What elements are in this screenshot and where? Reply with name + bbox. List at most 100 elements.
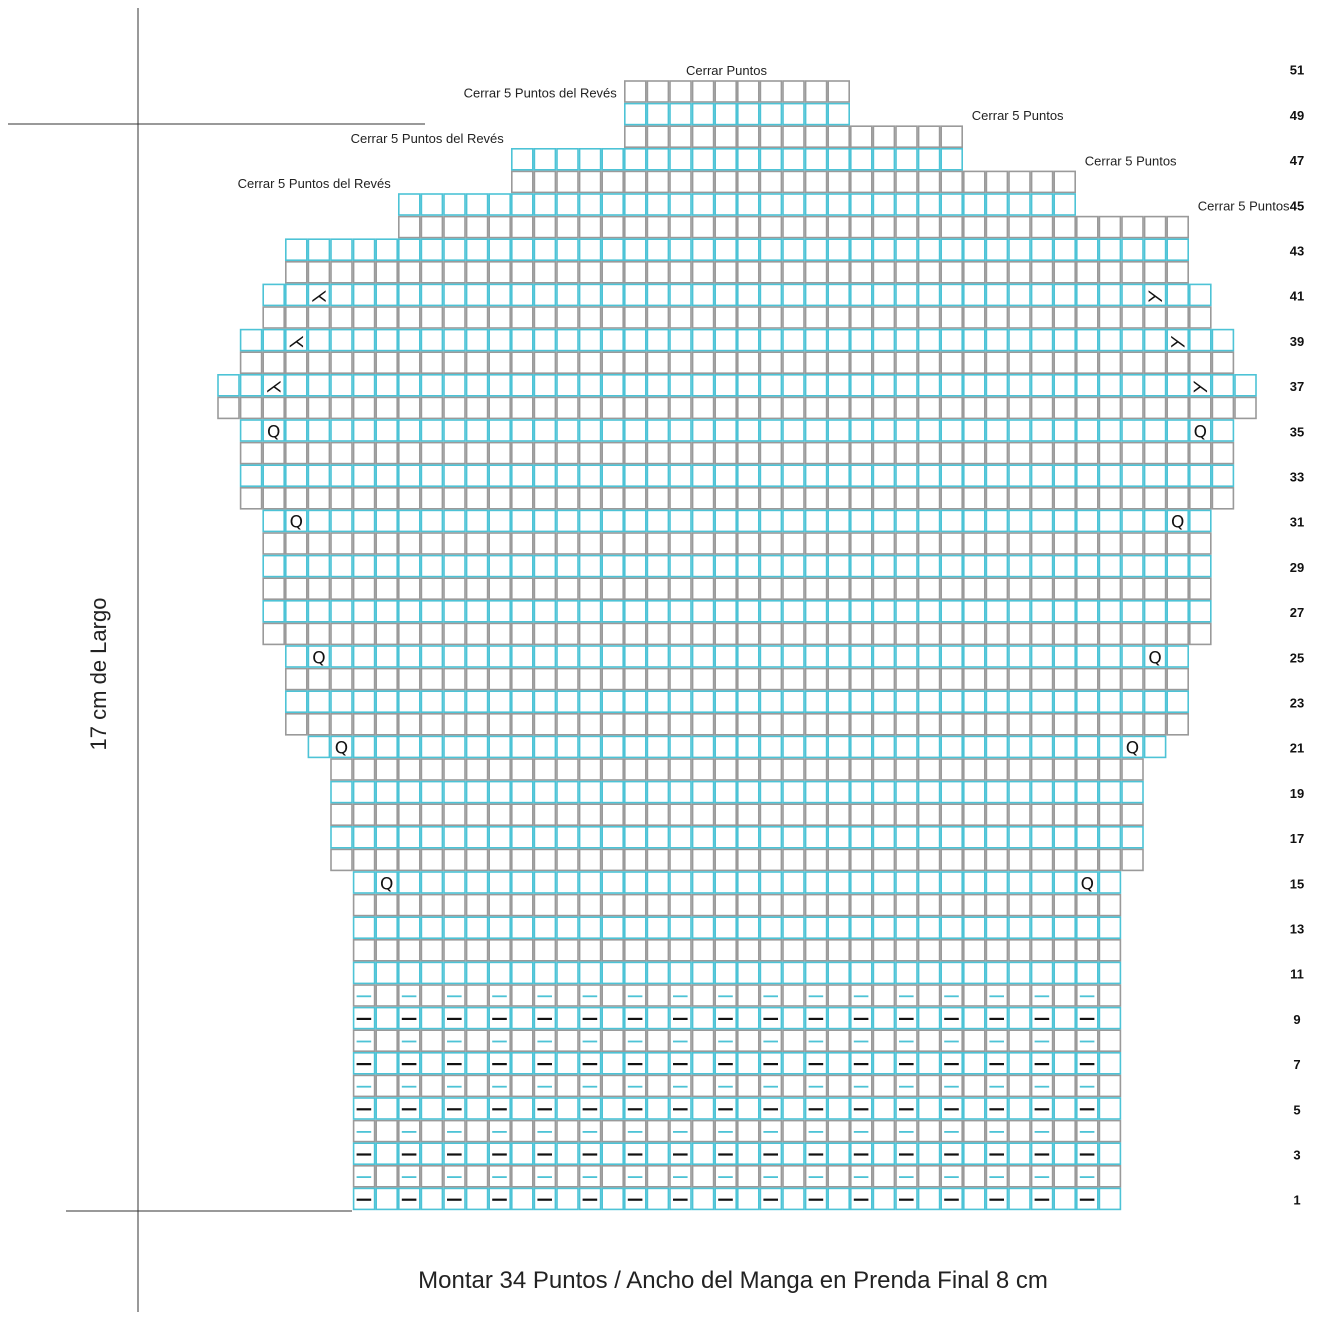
stitch-cell bbox=[578, 328, 602, 352]
stitch-cell bbox=[601, 328, 625, 352]
stitch-cell bbox=[646, 599, 670, 623]
stitch-cell bbox=[917, 1119, 941, 1143]
stitch-cell bbox=[578, 1074, 602, 1098]
stitch-cell bbox=[691, 1052, 715, 1075]
stitch-cell bbox=[985, 419, 1009, 442]
stitch-cell bbox=[533, 645, 557, 668]
stitch-cell bbox=[782, 916, 805, 940]
stitch-cell bbox=[533, 780, 557, 804]
stitch-cell bbox=[827, 328, 851, 352]
stitch-cell bbox=[284, 577, 308, 601]
stitch-cell bbox=[691, 554, 715, 578]
stitch-cell bbox=[804, 125, 828, 148]
stitch-cell bbox=[510, 599, 534, 623]
stitch-cell bbox=[962, 170, 986, 194]
stitch-cell bbox=[646, 373, 670, 397]
stitch-cell bbox=[849, 215, 873, 239]
stitch-cell bbox=[352, 1187, 376, 1211]
stitch-cell bbox=[443, 599, 466, 623]
stitch-cell bbox=[1008, 419, 1031, 442]
stitch-cell bbox=[714, 464, 738, 488]
stitch-cell bbox=[804, 690, 828, 714]
stitch-cell bbox=[533, 735, 557, 759]
stitch-cell bbox=[940, 215, 964, 239]
stitch-cell bbox=[397, 893, 421, 917]
stitch-cell bbox=[736, 260, 760, 284]
stitch-cell bbox=[1098, 984, 1122, 1007]
stitch-cell bbox=[940, 848, 964, 872]
stitch-cell bbox=[736, 441, 760, 465]
stitch-cell bbox=[375, 712, 399, 736]
stitch-cell bbox=[962, 916, 986, 940]
stitch-cell bbox=[262, 283, 286, 307]
stitch-cell bbox=[849, 441, 873, 465]
stitch-cell bbox=[510, 622, 534, 646]
stitch-cell bbox=[827, 893, 851, 917]
stitch-cell bbox=[691, 961, 715, 985]
stitch-cell bbox=[736, 509, 760, 533]
stitch-cell bbox=[556, 984, 579, 1007]
stitch-cell bbox=[895, 1119, 918, 1143]
stitch-cell bbox=[397, 238, 421, 261]
stitch-cell bbox=[962, 938, 986, 962]
stitch-cell bbox=[556, 938, 579, 962]
stitch-cell bbox=[985, 464, 1009, 488]
stitch-cell bbox=[601, 554, 625, 578]
stitch-cell bbox=[601, 690, 625, 714]
stitch-cell bbox=[262, 532, 286, 555]
stitch-cell bbox=[601, 803, 625, 827]
stitch-cell bbox=[420, 1052, 444, 1075]
stitch-cell bbox=[443, 735, 466, 759]
stitch-cell bbox=[1143, 215, 1167, 239]
stitch-cell bbox=[1008, 758, 1031, 781]
stitch-cell bbox=[1143, 622, 1167, 646]
stitch-cell bbox=[940, 486, 964, 510]
stitch-cell bbox=[1053, 260, 1076, 284]
stitch-cell bbox=[917, 984, 941, 1007]
stitch-cell bbox=[1008, 712, 1031, 736]
stitch-cell bbox=[895, 690, 918, 714]
stitch-cell bbox=[736, 1187, 760, 1211]
stitch-cell bbox=[1166, 419, 1189, 442]
stitch-cell bbox=[262, 486, 286, 510]
stitch-cell bbox=[646, 125, 670, 148]
stitch-cell bbox=[691, 396, 715, 420]
stitch-cell bbox=[601, 193, 625, 216]
stitch-cell bbox=[1189, 577, 1212, 601]
stitch-cell bbox=[736, 622, 760, 646]
stitch-cell bbox=[646, 667, 670, 691]
stitch-cell bbox=[895, 961, 918, 985]
stitch-cell bbox=[895, 554, 918, 578]
stitch-cell bbox=[443, 1097, 466, 1120]
stitch-cell bbox=[1098, 1187, 1122, 1211]
stitch-cell bbox=[691, 351, 715, 375]
stitch-cell bbox=[714, 1142, 738, 1165]
stitch-cell bbox=[1121, 328, 1144, 352]
stitch-cell bbox=[691, 1097, 715, 1120]
stitch-cell bbox=[623, 396, 647, 420]
stitch-cell bbox=[1076, 532, 1099, 555]
stitch-cell bbox=[601, 1142, 625, 1165]
stitch-cell bbox=[804, 419, 828, 442]
vertical-measure-label: 17 cm de Largo bbox=[86, 598, 111, 751]
stitch-cell bbox=[1098, 328, 1122, 352]
stitch-cell bbox=[962, 260, 986, 284]
stitch-cell bbox=[646, 170, 670, 194]
stitch-cell bbox=[1166, 328, 1189, 352]
stitch-cell bbox=[827, 1187, 851, 1211]
stitch-cell bbox=[510, 1029, 534, 1052]
stitch-cell bbox=[782, 893, 805, 917]
stitch-cell bbox=[352, 554, 376, 578]
stitch-cell bbox=[714, 373, 738, 397]
stitch-cell bbox=[646, 803, 670, 827]
stitch-cell bbox=[940, 328, 964, 352]
stitch-cell bbox=[691, 464, 715, 488]
stitch-cell bbox=[736, 464, 760, 488]
stitch-cell bbox=[420, 441, 444, 465]
stitch-cell bbox=[1053, 419, 1076, 442]
stitch-cell bbox=[827, 690, 851, 714]
stitch-cell bbox=[895, 1074, 918, 1098]
stitch-cell bbox=[533, 215, 557, 239]
stitch-cell bbox=[940, 125, 964, 148]
stitch-cell bbox=[849, 260, 873, 284]
